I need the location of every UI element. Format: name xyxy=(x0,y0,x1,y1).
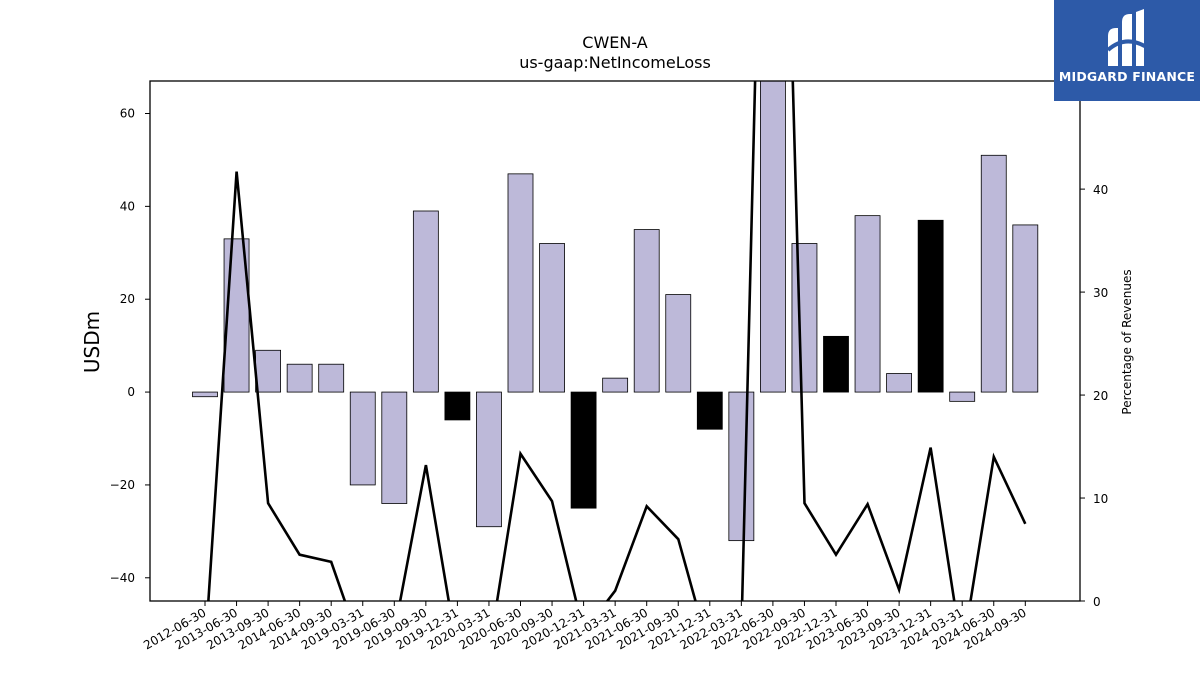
bar-2021-06-30 xyxy=(633,229,660,393)
bar-2024-09-30 xyxy=(1012,224,1039,393)
bar-2023-06-30 xyxy=(854,215,881,393)
bar-2019-12-31 xyxy=(444,391,471,421)
bar-2023-09-30 xyxy=(886,373,912,393)
y-tick-label: 60 xyxy=(120,107,135,121)
y-axis-label: USDm xyxy=(80,311,104,373)
y-right-tick-label: 0 xyxy=(1093,595,1101,609)
bar-2022-06-30 xyxy=(760,81,786,393)
y-axis-right-label: Percentage of Revenues xyxy=(1120,269,1134,414)
bar-2020-03-31 xyxy=(476,391,502,528)
bar-2014-09-30 xyxy=(318,363,345,393)
bar-2012-06-30 xyxy=(192,391,218,398)
bar-2021-09-30 xyxy=(665,294,692,393)
bar-2014-06-30 xyxy=(286,363,313,393)
logo-mark-icon xyxy=(1106,9,1150,66)
y-right-tick-label: 10 xyxy=(1093,492,1108,506)
bar-2013-09-30 xyxy=(255,349,282,393)
chart-subtitle: us-gaap:NetIncomeLoss xyxy=(519,53,711,72)
y-right-tick-label: 40 xyxy=(1093,183,1108,197)
y-tick-label: 40 xyxy=(120,199,135,213)
bar-2021-12-31 xyxy=(696,391,723,430)
bar-2022-12-31 xyxy=(823,335,849,393)
bar-2024-06-30 xyxy=(980,154,1007,393)
bar-2019-09-30 xyxy=(412,210,439,393)
bar-2020-09-30 xyxy=(539,243,565,393)
y-tick-label: −40 xyxy=(110,571,135,585)
y-tick-label: 20 xyxy=(120,292,135,306)
bar-2019-06-30 xyxy=(381,391,408,504)
bar-2020-06-30 xyxy=(507,173,534,393)
y-tick-label: 0 xyxy=(127,385,135,399)
chart-title: CWEN-A xyxy=(582,33,647,52)
bar-2020-12-31 xyxy=(570,391,597,509)
bar-2024-03-31 xyxy=(949,391,976,402)
bar-2023-12-31 xyxy=(917,219,944,393)
percentage-line xyxy=(207,81,1027,601)
bar-2019-03-31 xyxy=(349,391,376,486)
bar-2022-09-30 xyxy=(791,243,818,393)
y-right-tick-label: 20 xyxy=(1093,389,1108,403)
y-tick-label: −20 xyxy=(110,478,135,492)
logo-text: MIDGARD FINANCE xyxy=(1058,69,1196,84)
bar-series xyxy=(192,81,1039,542)
logo: MIDGARD FINANCE xyxy=(1054,0,1200,101)
bar-2021-03-31 xyxy=(602,377,629,393)
bar-2022-03-31 xyxy=(728,391,755,542)
line-series xyxy=(207,81,1027,601)
y-right-tick-label: 30 xyxy=(1093,286,1108,300)
